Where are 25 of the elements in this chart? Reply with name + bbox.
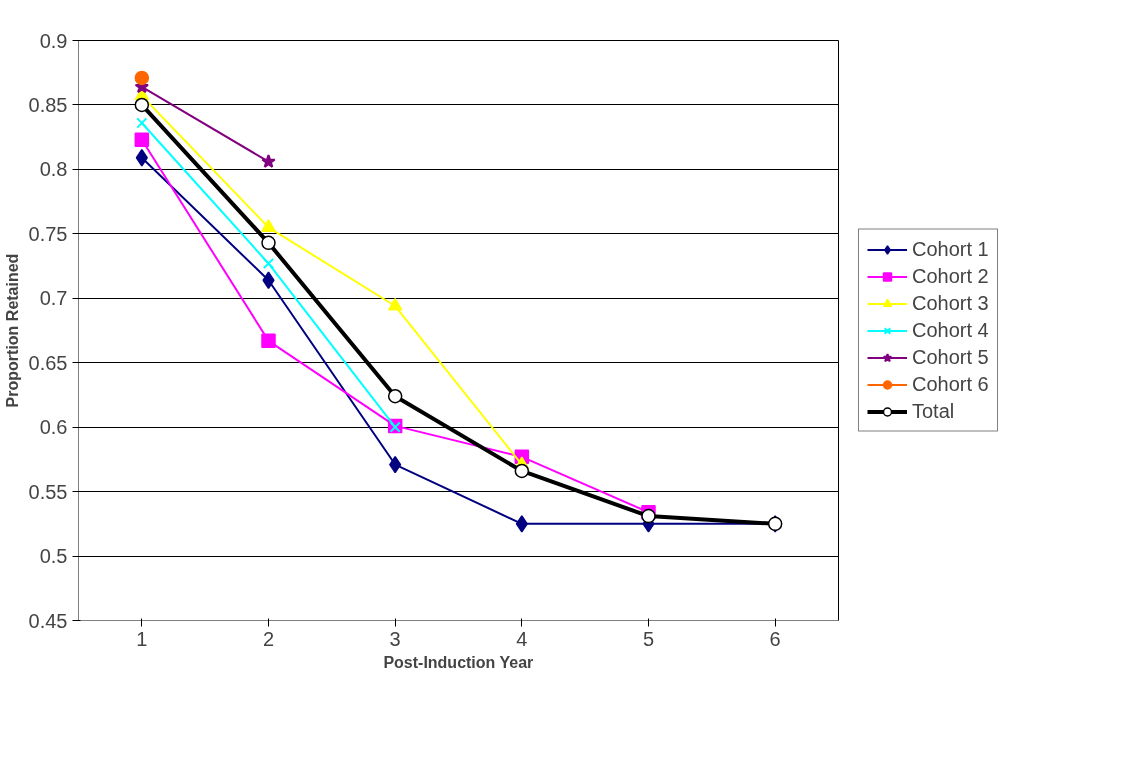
y-tick-label: 0.6 [39,416,68,439]
x-tick-label: 1 [136,627,148,650]
legend-label: Cohort 5 [912,345,989,369]
x-axis-title: Post-Induction Year [383,653,534,671]
y-tick-label: 0.5 [39,545,68,568]
y-tick-label: 0.9 [39,29,68,52]
legend-label: Total [912,399,955,423]
x-tick-label: 3 [389,627,401,650]
y-tick-label: 0.75 [28,222,68,245]
y-tick-label: 0.7 [39,287,68,310]
x-tick-label: 5 [642,627,655,650]
y-tick-label: 0.8 [39,158,68,181]
x-tick-label: 6 [769,627,781,650]
legend-label: Cohort 3 [912,291,989,315]
y-tick-label: 0.85 [28,93,68,116]
y-tick-label: 0.65 [28,351,68,374]
legend-label: Cohort 2 [912,264,989,288]
y-tick-label: 0.55 [28,480,68,503]
legend-label: Cohort 1 [912,237,989,261]
y-axis-title: Proportion Retained [3,253,21,408]
legend-label: Cohort 6 [912,372,989,396]
y-tick-label: 0.45 [28,609,68,632]
legend-label: Cohort 4 [912,318,989,342]
x-tick-label: 4 [516,627,528,650]
x-tick-label: 2 [262,627,275,650]
